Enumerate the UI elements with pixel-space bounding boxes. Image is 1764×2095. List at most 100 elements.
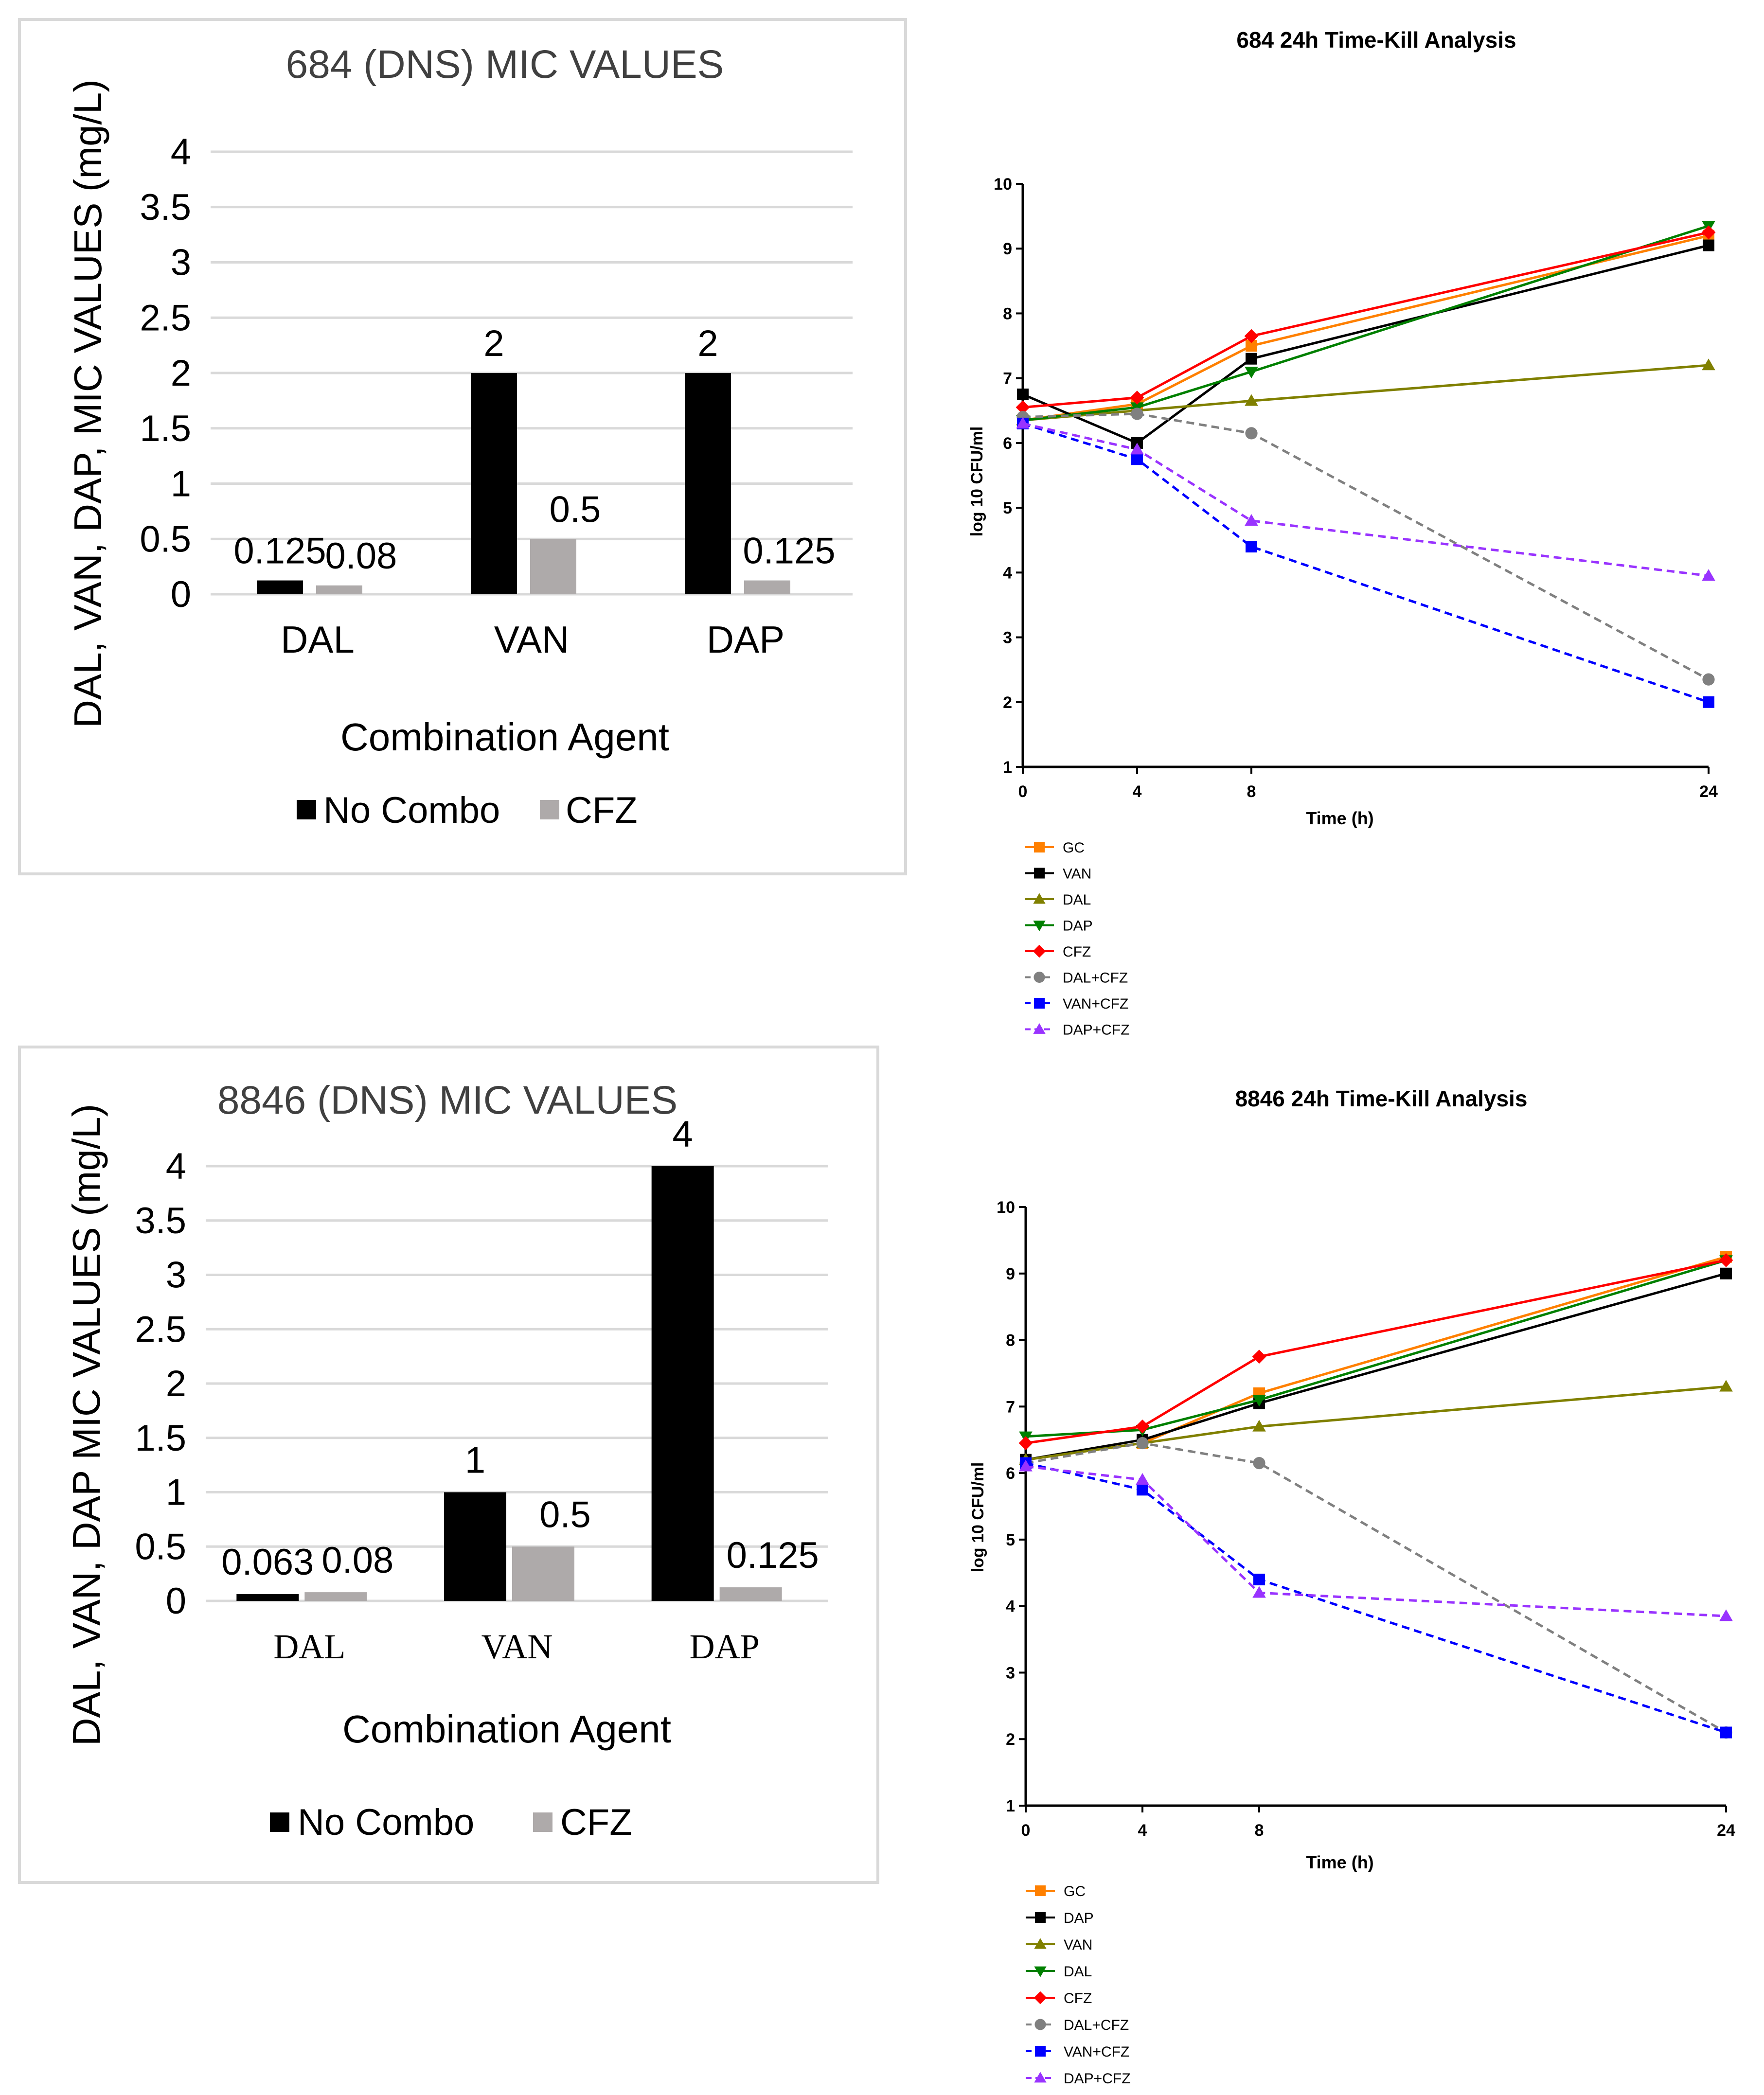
- legend-label-cfz: CFZ: [1063, 944, 1091, 960]
- x-tick-label: 4: [1133, 782, 1142, 801]
- mic-bar-chart-8846: 8846 (DNS) MIC VALUES DAL, VAN, DAP MIC …: [18, 1046, 879, 1884]
- point-dal-t8: [1245, 394, 1258, 406]
- chart-frame: [18, 1046, 879, 1884]
- series-line-dap-cfz: [1022, 422, 1709, 577]
- y-tick-label: 6: [1003, 434, 1012, 453]
- data-label-cfz-dap: 0.125: [743, 531, 835, 572]
- legend: No Combo CFZ: [270, 1802, 632, 1843]
- x-tick-label-dap: DAP: [707, 618, 784, 661]
- x-axis-label: Time (h): [1306, 1852, 1373, 1872]
- legend-label-cfz: CFZ: [566, 790, 638, 831]
- legend-label-dal-cfz: DAL+CFZ: [1063, 970, 1128, 986]
- legend: No Combo CFZ: [297, 790, 638, 831]
- legend-label-van: VAN: [1064, 1937, 1092, 1953]
- y-axis-label: DAL, VAN, DAP MIC VALUES (mg/L): [65, 1104, 108, 1746]
- y-axis-label: log 10 CFU/ml: [968, 426, 986, 537]
- legend-label-cfz: CFZ: [560, 1802, 632, 1843]
- y-tick-label: 8: [1006, 1332, 1015, 1350]
- y-tick-label: 2: [166, 1363, 186, 1404]
- series-line-dal: [1025, 1259, 1727, 1438]
- legend-swatch-no-combo: [297, 800, 316, 819]
- legend-label-dal-cfz: DAL+CFZ: [1064, 2017, 1129, 2033]
- y-tick-label: 10: [997, 1198, 1015, 1217]
- legend-label-dap: DAP: [1064, 1910, 1094, 1926]
- legend-marker-dap: [1033, 921, 1046, 932]
- y-tick-label: 9: [1003, 240, 1012, 258]
- point-dal-t8: [1252, 1395, 1266, 1407]
- point-van-cfz-t8: [1253, 1573, 1265, 1585]
- legend-label-dap-cfz: DAP+CFZ: [1063, 1022, 1130, 1038]
- y-tick-label: 3: [1003, 629, 1012, 647]
- legend-label-dap: DAP: [1063, 918, 1093, 934]
- point-dal-cfz-t24: [1702, 673, 1715, 686]
- time-kill-chart-8846: 8846 24h Time-Kill Analysis log 10 CFU/m…: [969, 1086, 1735, 2087]
- legend-label-dal: DAL: [1064, 1964, 1092, 1980]
- bar-no-combo-dap: [651, 1166, 714, 1601]
- point-van-cfz-t24: [1703, 696, 1714, 708]
- point-dap-cfz-t24: [1719, 1609, 1733, 1621]
- y-tick-label: 5: [1006, 1531, 1015, 1549]
- series-line-van-cfz: [1025, 1462, 1727, 1734]
- legend-label-dal: DAL: [1063, 892, 1091, 908]
- legend-label-van: VAN: [1063, 866, 1091, 882]
- legend: GC VAN DAL DAP CFZ DAL+CFZ VAN+CFZ DAP+CFZ: [1025, 840, 1130, 1038]
- legend-marker-dal-cfz: [1033, 971, 1045, 983]
- point-cfz-t0: [1016, 400, 1030, 415]
- y-tick-label: 3: [171, 242, 191, 284]
- legend-marker-dap: [1035, 1912, 1046, 1923]
- data-label-cfz-dal: 0.08: [325, 535, 397, 577]
- y-tick-label: 9: [1006, 1265, 1015, 1283]
- series-line-gc: [1022, 234, 1709, 422]
- point-van-cfz-t4: [1137, 1484, 1148, 1496]
- x-tick-label: 24: [1699, 782, 1718, 801]
- legend-label-cfz: CFZ: [1064, 1990, 1092, 2006]
- bar-cfz-dal: [316, 585, 362, 594]
- series-line-van: [1025, 1385, 1727, 1461]
- x-tick-label-van: VAN: [481, 1627, 553, 1666]
- chart-title: 8846 24h Time-Kill Analysis: [1235, 1086, 1528, 1111]
- x-tick-label: 8: [1255, 1821, 1264, 1840]
- bar-no-combo-van: [471, 373, 517, 594]
- data-label-no-combo-dal: 0.063: [221, 1542, 314, 1583]
- plot-area: [1018, 1251, 1733, 1739]
- point-van-cfz-t24: [1720, 1726, 1732, 1739]
- legend: GC DAP VAN DAL CFZ DAL+CFZ VAN+CFZ DAP+CFZ: [1026, 1883, 1131, 2087]
- series-line-dap: [1022, 225, 1709, 422]
- x-tick-label-dal: DAL: [273, 1627, 345, 1666]
- legend-marker-van: [1034, 868, 1045, 879]
- legend-label-van-cfz: VAN+CFZ: [1063, 996, 1128, 1012]
- bar-cfz-van: [512, 1546, 574, 1601]
- point-van-cfz-t8: [1246, 541, 1257, 553]
- point-van-t0: [1017, 388, 1029, 400]
- point-van-cfz-t4: [1131, 453, 1143, 465]
- legend-marker-dap-cfz: [1033, 1023, 1046, 1034]
- point-dap-cfz-t0: [1019, 1459, 1033, 1472]
- y-tick-label: 3: [166, 1255, 186, 1296]
- mic-bar-chart-684: 684 (DNS) MIC VALUES DAL, VAN, DAP, MIC …: [18, 18, 907, 875]
- point-cfz-t24: [1719, 1253, 1733, 1267]
- point-cfz-t4: [1130, 391, 1144, 405]
- y-tick-label: 4: [166, 1146, 186, 1187]
- legend-marker-van-cfz: [1034, 998, 1045, 1009]
- y-tick-label: 0: [166, 1580, 186, 1622]
- point-van-t24: [1703, 239, 1714, 251]
- y-tick-label: 7: [1006, 1398, 1015, 1416]
- legend-marker-dal-cfz: [1034, 2019, 1046, 2030]
- legend-label-gc: GC: [1064, 1883, 1086, 1900]
- y-tick-label: 0: [171, 574, 191, 615]
- series-line-van: [1022, 244, 1709, 444]
- time-kill-chart-684: 684 24h Time-Kill Analysis log 10 CFU/ml…: [968, 27, 1718, 1038]
- y-tick-label: 4: [1006, 1598, 1015, 1616]
- bar-no-combo-van: [444, 1492, 506, 1601]
- y-tick-label: 0.5: [135, 1526, 186, 1567]
- series-line-cfz: [1025, 1259, 1727, 1445]
- y-tick-label: 1.5: [140, 408, 191, 449]
- data-label-no-combo-dap: 4: [673, 1114, 693, 1155]
- x-tick-label: 24: [1717, 1821, 1735, 1840]
- legend-marker-cfz: [1033, 944, 1046, 958]
- data-label-no-combo-dap: 2: [697, 323, 718, 364]
- point-dal-t24: [1702, 358, 1715, 371]
- series-line-cfz: [1022, 231, 1709, 409]
- bar-cfz-dap: [719, 1587, 782, 1601]
